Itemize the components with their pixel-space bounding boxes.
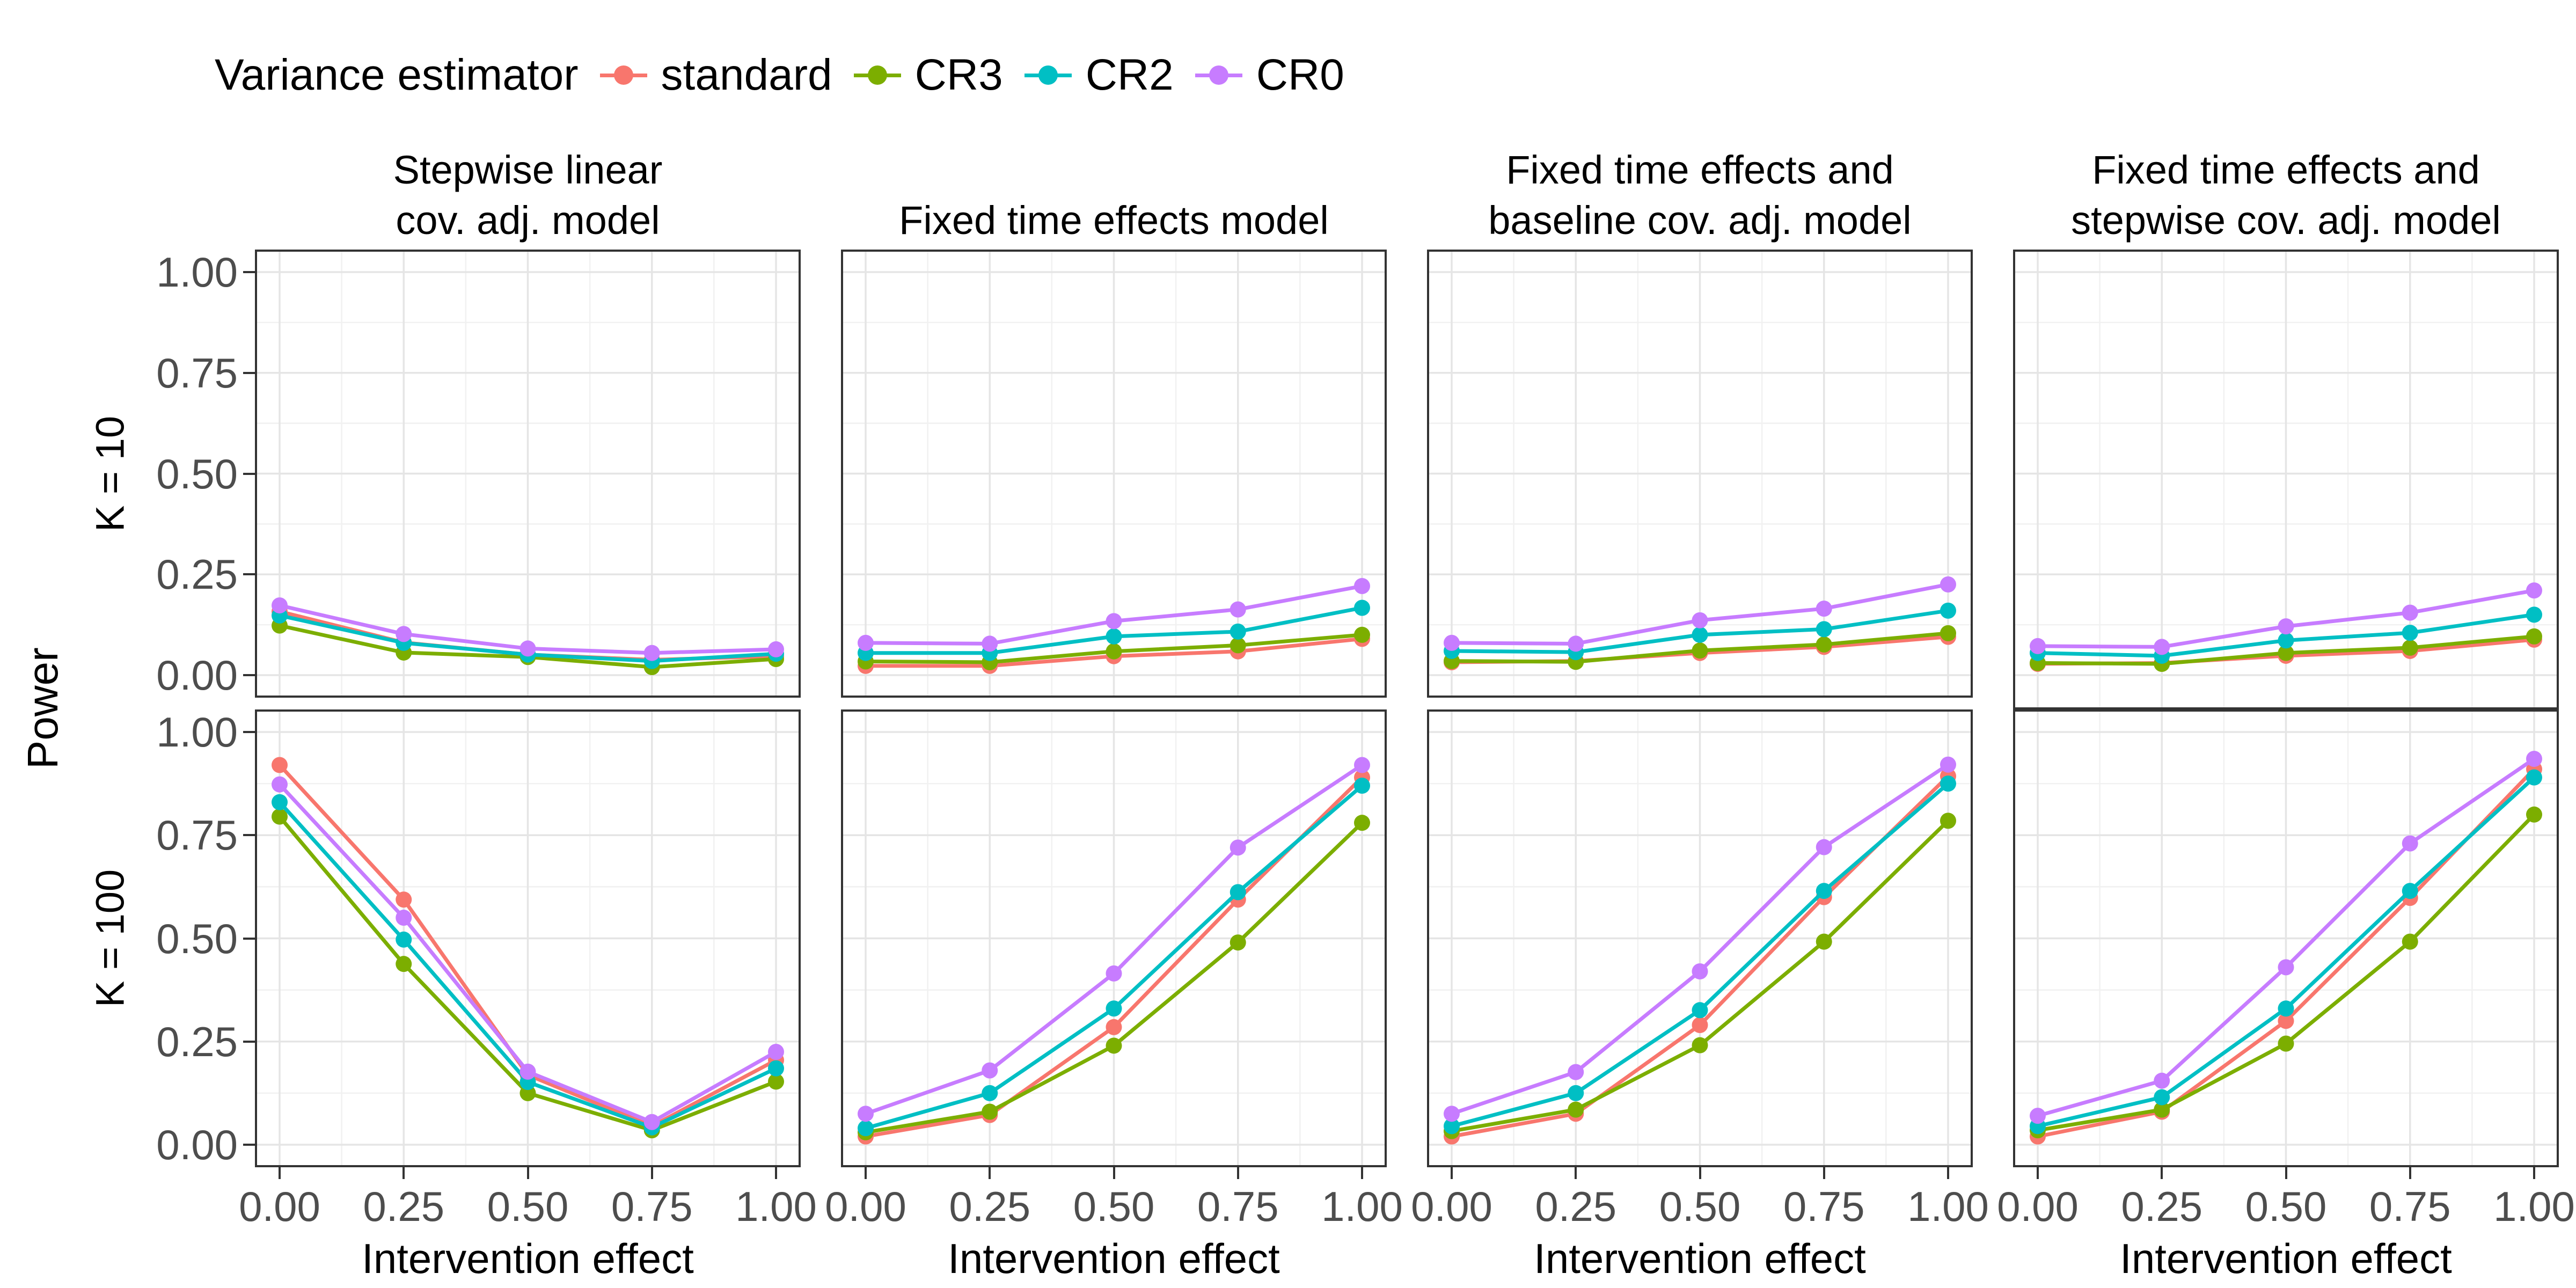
x-tick-mark [1236,1167,1239,1179]
legend-key-icon-standard [599,62,647,88]
y-tick-label: 0.25 [156,551,238,598]
x-tick-label: 0.25 [949,1183,1031,1230]
x-tick-mark [2533,1167,2535,1179]
x-tick-mark [775,1167,777,1179]
legend-label-CR2: CR2 [1085,50,1174,99]
x-tick-mark [1451,1167,1453,1179]
x-axis-title-col3: Intervention effect [1534,1235,1866,1282]
legend-key-icon-CR0 [1195,62,1242,88]
x-tick-label: 0.75 [1197,1183,1279,1230]
x-tick-label: 1.00 [2493,1183,2575,1230]
x-tick-label: 0.00 [1997,1183,2079,1230]
x-tick-label: 0.75 [611,1183,693,1230]
x-axis-title-col4: Intervention effect [2120,1235,2452,1282]
x-tick-label: 0.75 [2369,1183,2451,1230]
y-tick-label: 0.00 [156,652,238,699]
y-tick-label: 0.25 [156,1018,238,1065]
legend-item-CR2: CR2 [1024,50,1174,100]
y-tick-mark [243,1040,255,1043]
x-tick-mark [2037,1167,2039,1179]
legend-item-CR3: CR3 [853,50,1003,100]
x-tick-label: 0.25 [363,1183,445,1230]
x-tick-label: 0.00 [239,1183,320,1230]
legend-label-CR0: CR0 [1256,50,1344,99]
y-tick-mark [243,937,255,940]
y-tick-label: 1.00 [156,708,238,756]
x-tick-mark [1947,1167,1949,1179]
y-tick-label: 0.00 [156,1121,238,1168]
x-tick-label: 0.50 [1073,1183,1155,1230]
facet-panel-r1-c1 [255,250,801,698]
x-tick-mark [865,1167,867,1179]
legend-item-CR0: CR0 [1195,50,1344,100]
x-tick-label: 0.00 [1411,1183,1492,1230]
x-tick-label: 1.00 [1321,1183,1403,1230]
facet-title-col2: Fixed time effects model [899,198,1329,243]
x-tick-label: 0.50 [1659,1183,1741,1230]
x-tick-mark [1699,1167,1701,1179]
y-tick-mark [243,271,255,273]
y-tick-mark [243,371,255,374]
x-tick-label: 0.00 [825,1183,906,1230]
facet-panel-r2-c2 [841,709,1387,1167]
facet-panel-r1-c4 [2013,250,2559,709]
legend-title: Variance estimator [215,50,579,99]
x-tick-label: 0.25 [2121,1183,2203,1230]
y-tick-mark [243,674,255,676]
facet-panel-r2-c3 [1427,709,1973,1167]
y-axis-title: Power [19,647,67,770]
y-tick-mark [243,573,255,576]
legend: Variance estimator standard CR3 CR2 CR0 [215,44,1344,106]
x-tick-mark [1823,1167,1825,1179]
legend-item-standard: standard [599,50,832,100]
y-tick-label: 0.50 [156,914,238,962]
x-tick-mark [279,1167,281,1179]
legend-key-icon-CR3 [853,62,901,88]
x-tick-label: 1.00 [1907,1183,1989,1230]
facet-panel-r2-c1 [255,709,801,1167]
x-tick-mark [2285,1167,2287,1179]
facet-panel-r1-c3 [1427,250,1973,698]
x-tick-label: 0.50 [487,1183,569,1230]
facet-panel-r2-c4 [2013,709,2559,1167]
x-tick-mark [402,1167,405,1179]
x-tick-label: 0.25 [1535,1183,1617,1230]
x-tick-mark [2409,1167,2411,1179]
facet-title-col1: Stepwise linear cov. adj. model [393,148,663,243]
x-tick-label: 0.75 [1783,1183,1865,1230]
legend-items: standard CR3 CR2 CR0 [599,50,1344,100]
x-axis-title-col1: Intervention effect [362,1235,694,1282]
x-tick-mark [1575,1167,1577,1179]
y-tick-mark [243,731,255,733]
y-tick-label: 0.75 [156,349,238,397]
x-tick-mark [2161,1167,2163,1179]
x-axis-title-col2: Intervention effect [948,1235,1280,1282]
legend-key-icon-CR2 [1024,62,1072,88]
x-tick-mark [526,1167,529,1179]
y-tick-label: 0.50 [156,450,238,497]
legend-label-standard: standard [661,50,832,99]
y-tick-mark [243,472,255,475]
y-tick-mark [243,834,255,837]
x-tick-label: 0.50 [2245,1183,2327,1230]
facet-panel-r1-c2 [841,250,1387,698]
x-tick-mark [650,1167,653,1179]
legend-label-CR3: CR3 [914,50,1003,99]
y-tick-label: 0.75 [156,811,238,859]
facet-title-col3: Fixed time effects and baseline cov. adj… [1488,148,1912,243]
x-tick-label: 1.00 [735,1183,817,1230]
x-tick-mark [989,1167,991,1179]
y-tick-label: 1.00 [156,248,238,296]
x-tick-mark [1113,1167,1115,1179]
facet-title-col4: Fixed time effects and stepwise cov. adj… [2071,148,2501,243]
x-tick-mark [1361,1167,1363,1179]
y-tick-mark [243,1144,255,1146]
